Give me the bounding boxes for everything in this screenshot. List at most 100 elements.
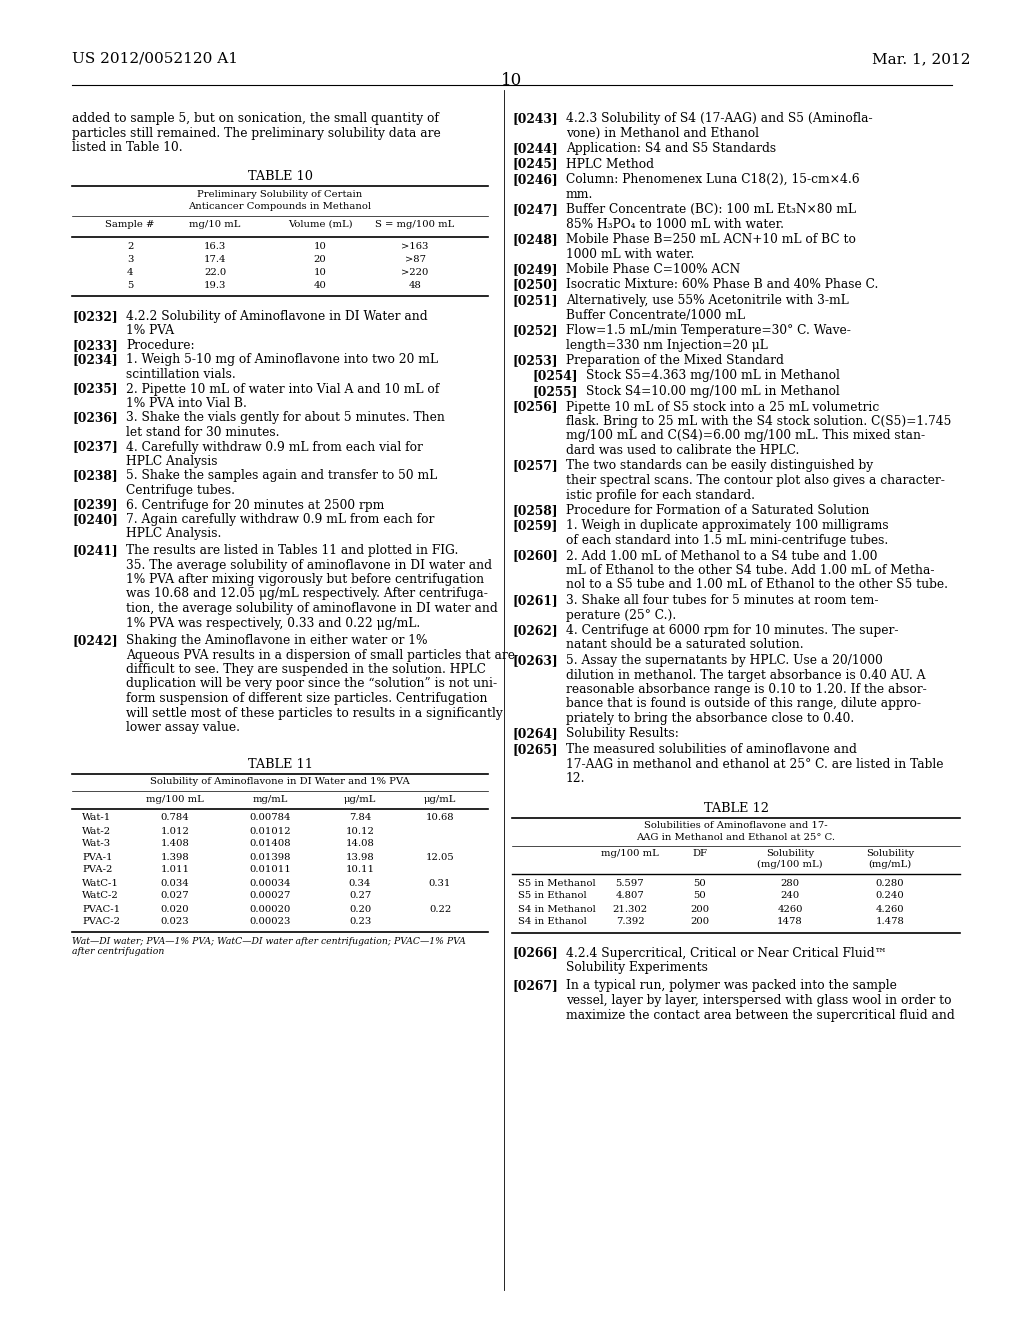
Text: [0242]: [0242]: [72, 634, 118, 647]
Text: Aqueous PVA results in a dispersion of small particles that are: Aqueous PVA results in a dispersion of s…: [126, 648, 515, 661]
Text: 1% PVA after mixing vigorously but before centrifugation: 1% PVA after mixing vigorously but befor…: [126, 573, 484, 586]
Text: istic profile for each standard.: istic profile for each standard.: [566, 488, 755, 502]
Text: 21.302: 21.302: [612, 904, 647, 913]
Text: 0.01398: 0.01398: [249, 853, 291, 862]
Text: The two standards can be easily distinguished by: The two standards can be easily distingu…: [566, 459, 873, 473]
Text: >87: >87: [404, 255, 426, 264]
Text: TABLE 10: TABLE 10: [248, 170, 312, 183]
Text: 7.84: 7.84: [349, 813, 371, 822]
Text: Stock S5=4.363 mg/100 mL in Methanol: Stock S5=4.363 mg/100 mL in Methanol: [586, 370, 840, 383]
Text: (mg/100 mL): (mg/100 mL): [757, 859, 823, 869]
Text: 0.00027: 0.00027: [249, 891, 291, 900]
Text: Mobile Phase B=250 mL ACN+10 mL of BC to: Mobile Phase B=250 mL ACN+10 mL of BC to: [566, 234, 856, 246]
Text: Preparation of the Mixed Standard: Preparation of the Mixed Standard: [566, 354, 784, 367]
Text: 10.11: 10.11: [345, 866, 375, 874]
Text: [0257]: [0257]: [512, 459, 558, 473]
Text: 1.398: 1.398: [161, 853, 189, 862]
Text: [0236]: [0236]: [72, 412, 118, 425]
Text: reasonable absorbance range is 0.10 to 1.20. If the absor-: reasonable absorbance range is 0.10 to 1…: [566, 682, 927, 696]
Text: was 10.68 and 12.05 μg/mL respectively. After centrifuga-: was 10.68 and 12.05 μg/mL respectively. …: [126, 587, 487, 601]
Text: Preliminary Solubility of Certain: Preliminary Solubility of Certain: [198, 190, 362, 199]
Text: [0252]: [0252]: [512, 323, 557, 337]
Text: 10: 10: [502, 73, 522, 88]
Text: 0.01012: 0.01012: [249, 826, 291, 836]
Text: 2. Add 1.00 mL of Methanol to a S4 tube and 1.00: 2. Add 1.00 mL of Methanol to a S4 tube …: [566, 549, 878, 562]
Text: listed in Table 10.: listed in Table 10.: [72, 141, 182, 154]
Text: 4260: 4260: [777, 904, 803, 913]
Text: [0240]: [0240]: [72, 513, 118, 525]
Text: 200: 200: [690, 917, 710, 927]
Text: 5. Shake the samples again and transfer to 50 mL: 5. Shake the samples again and transfer …: [126, 470, 437, 483]
Text: 0.20: 0.20: [349, 904, 371, 913]
Text: S4 in Methanol: S4 in Methanol: [518, 904, 596, 913]
Text: Mobile Phase C=100% ACN: Mobile Phase C=100% ACN: [566, 263, 740, 276]
Text: Alternatively, use 55% Acetonitrile with 3-mL: Alternatively, use 55% Acetonitrile with…: [566, 294, 849, 308]
Text: particles still remained. The preliminary solubility data are: particles still remained. The preliminar…: [72, 127, 440, 140]
Text: 7. Again carefully withdraw 0.9 mL from each for: 7. Again carefully withdraw 0.9 mL from …: [126, 513, 434, 525]
Text: Shaking the Aminoflavone in either water or 1%: Shaking the Aminoflavone in either water…: [126, 634, 427, 647]
Text: 0.31: 0.31: [429, 879, 452, 887]
Text: 50: 50: [693, 891, 707, 900]
Text: mg/mL: mg/mL: [252, 795, 288, 804]
Text: 4. Centrifuge at 6000 rpm for 10 minutes. The super-: 4. Centrifuge at 6000 rpm for 10 minutes…: [566, 624, 898, 638]
Text: 12.05: 12.05: [426, 853, 455, 862]
Text: 2: 2: [127, 242, 133, 251]
Text: 10.68: 10.68: [426, 813, 455, 822]
Text: 1% PVA into Vial B.: 1% PVA into Vial B.: [126, 397, 247, 411]
Text: 16.3: 16.3: [204, 242, 226, 251]
Text: Wat-3: Wat-3: [82, 840, 112, 849]
Text: flask. Bring to 25 mL with the S4 stock solution. C(S5)=1.745: flask. Bring to 25 mL with the S4 stock …: [566, 414, 951, 428]
Text: 4.2.2 Solubility of Aminoflavone in DI Water and: 4.2.2 Solubility of Aminoflavone in DI W…: [126, 310, 428, 323]
Text: scintillation vials.: scintillation vials.: [126, 368, 236, 381]
Text: difficult to see. They are suspended in the solution. HPLC: difficult to see. They are suspended in …: [126, 663, 485, 676]
Text: S = mg/100 mL: S = mg/100 mL: [376, 220, 455, 228]
Text: duplication will be very poor since the “solution” is not uni-: duplication will be very poor since the …: [126, 677, 497, 690]
Text: Volume (mL): Volume (mL): [288, 220, 352, 228]
Text: 1000 mL with water.: 1000 mL with water.: [566, 248, 694, 260]
Text: Solubilities of Aminoflavone and 17-: Solubilities of Aminoflavone and 17-: [644, 821, 827, 830]
Text: 3. Shake all four tubes for 5 minutes at room tem-: 3. Shake all four tubes for 5 minutes at…: [566, 594, 879, 607]
Text: form suspension of different size particles. Centrifugation: form suspension of different size partic…: [126, 692, 487, 705]
Text: WatC-1: WatC-1: [82, 879, 119, 887]
Text: [0263]: [0263]: [512, 653, 558, 667]
Text: [0266]: [0266]: [512, 946, 558, 960]
Text: 40: 40: [313, 281, 327, 290]
Text: PVAC-2: PVAC-2: [82, 917, 120, 927]
Text: S4 in Ethanol: S4 in Ethanol: [518, 917, 587, 927]
Text: HPLC Analysis: HPLC Analysis: [126, 455, 217, 469]
Text: HPLC Method: HPLC Method: [566, 157, 654, 170]
Text: Application: S4 and S5 Standards: Application: S4 and S5 Standards: [566, 143, 776, 154]
Text: 0.22: 0.22: [429, 904, 452, 913]
Text: [0239]: [0239]: [72, 499, 118, 511]
Text: Centrifuge tubes.: Centrifuge tubes.: [126, 484, 234, 498]
Text: vessel, layer by layer, interspersed with glass wool in order to: vessel, layer by layer, interspersed wit…: [566, 994, 951, 1007]
Text: TABLE 11: TABLE 11: [248, 758, 312, 771]
Text: 0.00020: 0.00020: [249, 904, 291, 913]
Text: Solubility Experiments: Solubility Experiments: [566, 961, 708, 974]
Text: 0.00784: 0.00784: [249, 813, 291, 822]
Text: μg/mL: μg/mL: [344, 795, 376, 804]
Text: [0245]: [0245]: [512, 157, 557, 170]
Text: 1. Weigh 5-10 mg of Aminoflavone into two 20 mL: 1. Weigh 5-10 mg of Aminoflavone into tw…: [126, 354, 438, 367]
Text: tion, the average solubility of aminoflavone in DI water and: tion, the average solubility of aminofla…: [126, 602, 498, 615]
Text: [0260]: [0260]: [512, 549, 558, 562]
Text: after centrifugation: after centrifugation: [72, 948, 165, 957]
Text: 1. Weigh in duplicate approximately 100 milligrams: 1. Weigh in duplicate approximately 100 …: [566, 520, 889, 532]
Text: [0249]: [0249]: [512, 263, 557, 276]
Text: 0.240: 0.240: [876, 891, 904, 900]
Text: mm.: mm.: [566, 187, 593, 201]
Text: maximize the contact area between the supercritical fluid and: maximize the contact area between the su…: [566, 1008, 954, 1022]
Text: 0.00023: 0.00023: [249, 917, 291, 927]
Text: 0.027: 0.027: [161, 891, 189, 900]
Text: 4.2.3 Solubility of S4 (17-AAG) and S5 (Aminofla-: 4.2.3 Solubility of S4 (17-AAG) and S5 (…: [566, 112, 872, 125]
Text: mg/10 mL: mg/10 mL: [189, 220, 241, 228]
Text: [0250]: [0250]: [512, 279, 558, 292]
Text: 7.392: 7.392: [615, 917, 644, 927]
Text: 17.4: 17.4: [204, 255, 226, 264]
Text: [0254]: [0254]: [532, 370, 578, 383]
Text: [0258]: [0258]: [512, 504, 557, 517]
Text: Sample #: Sample #: [105, 220, 155, 228]
Text: [0243]: [0243]: [512, 112, 558, 125]
Text: 3: 3: [127, 255, 133, 264]
Text: 0.023: 0.023: [161, 917, 189, 927]
